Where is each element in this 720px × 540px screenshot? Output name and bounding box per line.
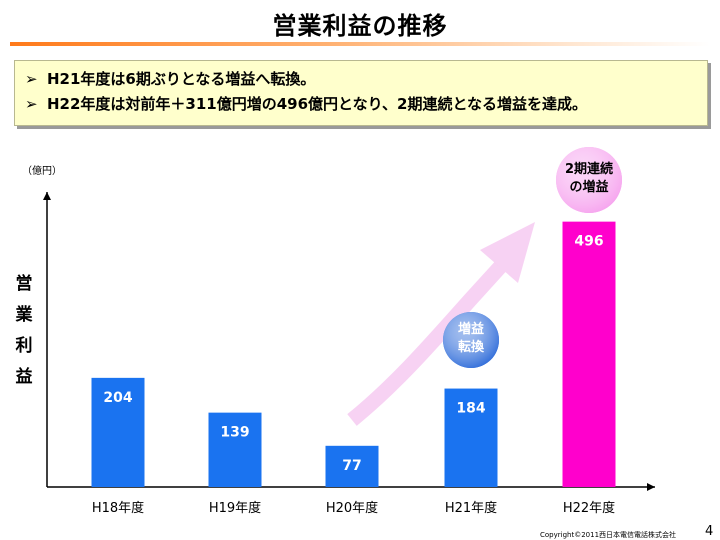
bar-value-label: 184 [456,401,485,417]
bar-H19年度 [208,412,262,487]
summary-text-2: H22年度は対前年＋311億円増の496億円となり、2期連続となる増益を達成。 [47,95,587,113]
summary-box: ➢ H21年度は6期ぶりとなる増益へ転換。 ➢ H22年度は対前年＋311億円増の4… [14,60,708,126]
y-axis-label-char: 営 [16,273,33,294]
bar-value-label: 139 [220,425,249,441]
bar-H22年度 [562,221,616,487]
category-label: H20年度 [326,500,378,516]
callout-bubble-shine [556,147,622,213]
y-axis-label-char: 業 [16,304,33,325]
bar-H18年度 [91,377,145,487]
summary-text-1: H21年度は6期ぶりとなる増益へ転換。 [47,70,316,88]
trend-arrow-shaft [347,261,506,426]
summary-bullet-1: ➢ H21年度は6期ぶりとなる増益へ転換。 [25,67,697,92]
trend-arrow-head [480,222,535,283]
callout-text: の増益 [569,179,608,195]
bar-value-label: 77 [342,458,361,474]
category-label: H21年度 [445,500,497,516]
y-axis-arrowhead [43,192,51,200]
arrow-bullet-icon: ➢ [25,70,38,88]
arrow-bullet-icon: ➢ [25,95,38,113]
callout-bubble-shine [443,312,499,368]
category-label: H19年度 [209,500,261,516]
bar-value-label: 496 [574,234,603,250]
bar-H21年度 [444,388,498,487]
bar-H20年度 [325,445,379,487]
category-label: H22年度 [563,500,615,516]
title-divider [10,42,710,46]
copyright-notice: Copyright©2011西日本電信電話株式会社 [540,531,677,539]
callout-text: 転換 [458,339,485,355]
page-number: 4 [705,524,714,539]
page-title: 営業利益の推移 [272,12,448,40]
bar-value-label: 204 [103,390,132,406]
x-axis-arrowhead [647,483,655,491]
callout-text: 2期連続 [565,161,613,177]
category-label: H18年度 [92,500,144,516]
y-axis-label-char: 益 [16,366,33,387]
y-axis-label-char: 利 [16,335,33,356]
summary-bullet-2: ➢ H22年度は対前年＋311億円増の496億円となり、2期連続となる増益を達成。 [25,92,697,117]
unit-label: （億円） [22,164,62,177]
callout-text: 増益 [458,321,484,337]
